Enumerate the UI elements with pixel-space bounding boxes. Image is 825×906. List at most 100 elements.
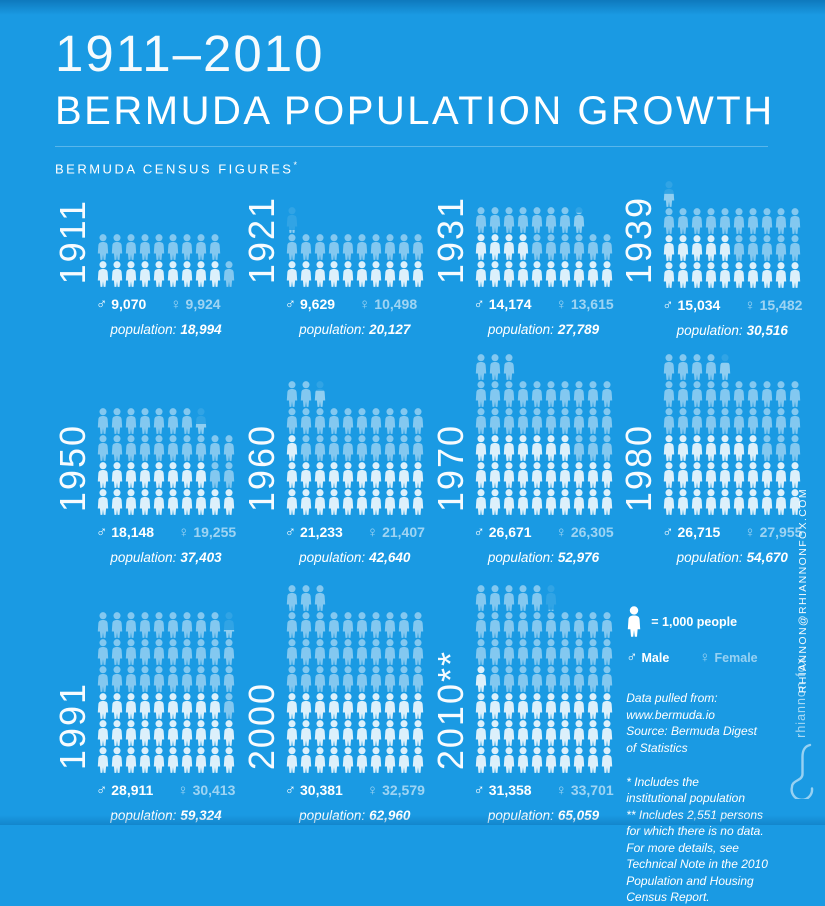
person-icon-female <box>285 666 299 693</box>
person-icon-male <box>341 489 355 516</box>
person-icon-male <box>600 693 614 720</box>
person-icon-male <box>327 489 341 516</box>
male-count-group: ♂ 21,233 <box>285 524 343 541</box>
pictogram-row <box>474 611 614 639</box>
person-icon-female <box>600 666 614 693</box>
person-icon-female <box>516 207 530 234</box>
population-label: population: <box>110 550 177 566</box>
male-symbol-icon: ♂ <box>662 297 674 315</box>
person-icon-male <box>600 747 614 774</box>
male-symbol-icon: ♂ <box>662 524 674 542</box>
person-icon-female <box>180 435 194 462</box>
year-cell: 1970 <box>428 352 474 568</box>
person-icon-female <box>718 408 732 435</box>
pictogram-row <box>96 461 236 489</box>
female-count-group: ♀ 10,498 <box>359 296 417 313</box>
person-icon-female <box>110 435 124 462</box>
person-icon-male <box>746 262 760 289</box>
female-symbol-icon: ♀ <box>744 524 756 542</box>
person-icon-male <box>732 462 746 489</box>
legend-male: ♂ Male <box>626 649 669 666</box>
person-icon-male <box>530 489 544 516</box>
person-icon-female <box>544 207 558 234</box>
person-icon-male <box>327 747 341 774</box>
person-icon <box>626 606 642 638</box>
pictogram-row <box>662 488 802 516</box>
person-icon-male <box>313 720 327 747</box>
male-count-group: ♂ 30,381 <box>285 782 343 799</box>
census-block-content: ♂ 15,034 ♀ 15,482 population: 30,516 <box>662 180 803 340</box>
gender-counts: ♂ 31,358 ♀ 33,701 <box>474 782 615 801</box>
person-icon-male <box>502 462 516 489</box>
male-count: 26,715 <box>677 524 721 541</box>
population-line: population: 54,670 <box>662 550 802 568</box>
population-line: population: 65,059 <box>474 808 614 826</box>
person-icon-female <box>544 639 558 666</box>
person-icon-female <box>530 234 544 261</box>
person-icon-female <box>732 235 746 262</box>
gender-counts: ♂ 14,174 ♀ 13,615 <box>474 296 615 315</box>
male-count: 30,381 <box>300 782 343 799</box>
population-label: population: <box>487 808 554 824</box>
person-icon-female <box>572 612 586 639</box>
person-icon-female <box>299 612 313 639</box>
female-symbol-icon: ♀ <box>555 782 567 800</box>
person-icon-female <box>180 408 194 435</box>
person-icon-male <box>474 489 488 516</box>
person-icon-female <box>397 435 411 462</box>
person-icon-male <box>516 747 530 774</box>
person-icon-male <box>530 261 544 288</box>
person-icon-male <box>299 747 313 774</box>
female-symbol-icon: ♀ <box>170 296 182 314</box>
person-icon-male <box>138 747 152 774</box>
pictogram-row <box>474 380 614 408</box>
female-count-group: ♀ 27,955 <box>744 524 802 541</box>
person-icon-female <box>152 435 166 462</box>
year-cell: 1931 <box>428 180 474 340</box>
person-icon-female <box>732 381 746 408</box>
person-icon-male <box>690 235 704 262</box>
person-icon-male <box>355 489 369 516</box>
female-count: 19,255 <box>193 524 237 541</box>
person-icon-male <box>222 747 236 774</box>
person-icon-female <box>383 435 397 462</box>
person-icon-male <box>369 261 383 288</box>
person-icon-female <box>488 408 502 435</box>
person-icon-female <box>600 234 614 261</box>
pictogram-row <box>474 488 614 516</box>
population-line: population: 37,403 <box>96 550 236 568</box>
person-icon-female <box>760 235 774 262</box>
male-symbol-icon: ♂ <box>96 524 108 542</box>
female-count-group: ♀ 32,579 <box>367 782 425 799</box>
pictogram-row <box>285 461 425 489</box>
date-range-title: 1911–2010 <box>55 25 325 82</box>
census-block-content: ♂ 30,381 ♀ 32,579 population: 62,960 <box>285 580 426 826</box>
person-icon-female <box>516 585 530 612</box>
census-block-content: ♂ 26,715 ♀ 27,955 population: 54,670 <box>662 352 803 568</box>
person-icon-female <box>96 666 110 693</box>
person-icon-male <box>662 489 676 516</box>
person-icon-female <box>355 408 369 435</box>
female-count-group: ♀ 9,924 <box>170 296 220 313</box>
person-icon-male <box>600 462 614 489</box>
person-icon-male <box>704 262 718 289</box>
female-count-group: ♀ 21,407 <box>367 524 425 541</box>
person-icon-male <box>369 720 383 747</box>
male-symbol-icon: ♂ <box>284 782 296 800</box>
pictogram-row <box>662 261 802 289</box>
male-symbol-icon: ♂ <box>96 296 108 314</box>
census-block: 2000 ♂ 30,381 ♀ 32,579 population: 62,960 <box>239 580 426 826</box>
person-icon-female <box>600 612 614 639</box>
person-icon-male <box>558 261 572 288</box>
year-cell: 1911 <box>50 180 96 340</box>
person-icon-male <box>572 489 586 516</box>
pictogram-grid <box>474 352 614 516</box>
person-icon-female <box>411 435 425 462</box>
pictogram-row <box>285 665 425 693</box>
person-icon-female <box>676 381 690 408</box>
pictogram-row <box>474 353 614 381</box>
person-icon-female <box>488 639 502 666</box>
person-icon-female <box>600 381 614 408</box>
census-year-label: 1931 <box>429 196 471 285</box>
person-icon-female <box>718 381 732 408</box>
